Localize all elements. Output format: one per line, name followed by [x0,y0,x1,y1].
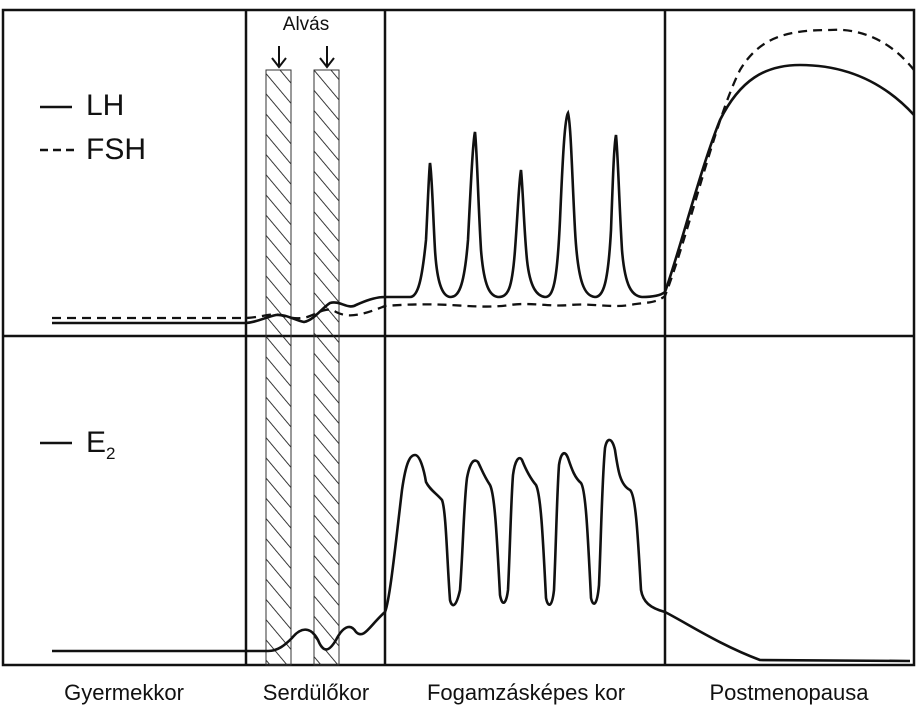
period-label-puberty: Serdülőkor [263,680,369,705]
e2-legend-main: E [86,426,106,459]
lh-curve [52,63,915,325]
sleep-band-2 [313,69,340,666]
e2-legend-subscript: 2 [106,444,115,463]
lh-legend-label: LH [86,89,124,122]
sleep-band-1 [265,69,292,666]
period-label-postmenopause: Postmenopausa [710,680,870,705]
fsh-curve [52,28,915,320]
e2-legend-label: E2 [86,426,115,463]
diagram-frame [1,8,916,667]
period-label-childhood: Gyermekkor [64,680,184,705]
period-label-reproductive: Fogamzásképes kor [427,680,625,705]
e2-curve [52,438,911,663]
fsh-legend-label: FSH [86,133,146,166]
sleep-arrow-icon [271,46,287,69]
sleep-arrow-icon [319,46,335,69]
sleep-label: Alvás [283,14,329,35]
